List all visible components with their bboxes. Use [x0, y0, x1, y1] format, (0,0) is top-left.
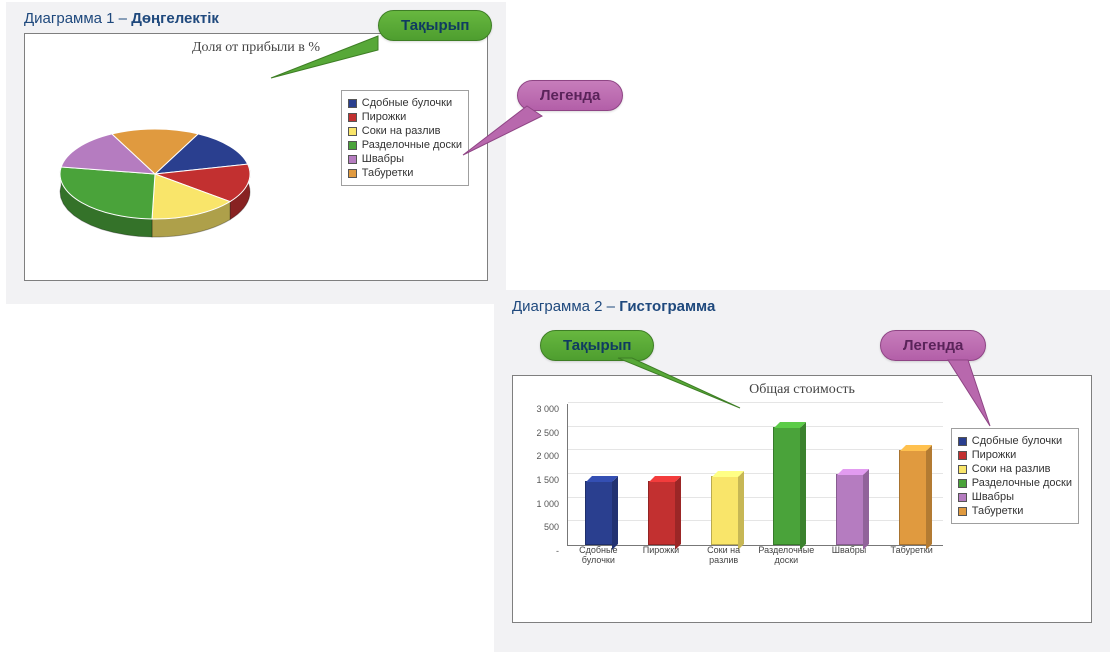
x-label: Разделочные доски — [756, 546, 816, 566]
y-tick: 3 000 — [536, 404, 559, 414]
legend-label: Швабры — [362, 153, 404, 165]
callout-legenda-1-label: Легенда — [517, 80, 623, 111]
bar — [773, 427, 801, 545]
legend-label: Разделочные доски — [362, 139, 462, 151]
bar — [836, 474, 864, 545]
legend-item: Табуретки — [958, 505, 1072, 517]
grid-line — [568, 473, 943, 474]
pie-chart — [45, 94, 265, 264]
legend-label: Швабры — [972, 491, 1014, 503]
panel2-title: Диаграмма 2 – Гистограмма — [494, 290, 1110, 321]
legend-swatch — [348, 141, 357, 150]
legend-swatch — [348, 99, 357, 108]
y-tick: 1 500 — [536, 475, 559, 485]
x-label: Сдобные булочки — [568, 546, 628, 566]
legend-label: Сдобные булочки — [362, 97, 452, 109]
x-label: Табуретки — [882, 546, 942, 556]
legend-swatch — [348, 127, 357, 136]
panel2-title-bold: Гистограмма — [619, 298, 715, 315]
panel1-title-bold: Дөңгелектік — [131, 10, 219, 27]
grid-line — [568, 497, 943, 498]
bar-plot — [567, 404, 943, 546]
legend-item: Пирожки — [348, 111, 462, 123]
grid-line — [568, 426, 943, 427]
legend-label: Пирожки — [972, 449, 1016, 461]
legend-label: Табуретки — [972, 505, 1024, 517]
legend-swatch — [958, 437, 967, 446]
legend-swatch — [348, 113, 357, 122]
legend-swatch — [958, 465, 967, 474]
legend-label: Табуретки — [362, 167, 414, 179]
y-tick: 500 — [544, 522, 559, 532]
legend-item: Разделочные доски — [958, 477, 1072, 489]
panel2-title-prefix: Диаграмма 2 – — [512, 298, 619, 315]
bar — [585, 481, 613, 545]
legend-item: Табуретки — [348, 167, 462, 179]
bar-yaxis: -5001 0001 5002 0002 5003 000 — [523, 404, 563, 546]
y-tick: 1 000 — [536, 499, 559, 509]
legend-swatch — [348, 155, 357, 164]
legend-label: Соки на разлив — [972, 463, 1051, 475]
legend-item: Сдобные булочки — [348, 97, 462, 109]
bar-chart-title: Общая стоимость — [513, 376, 1091, 400]
y-tick: - — [556, 546, 559, 556]
legend-item: Соки на разлив — [958, 463, 1072, 475]
legend-label: Разделочные доски — [972, 477, 1072, 489]
legend-swatch — [958, 451, 967, 460]
bar-chart-box: Общая стоимость - 500 1 000 1 500 2 000 2 500… — [512, 375, 1092, 623]
legend-item: Соки на разлив — [348, 125, 462, 137]
bar-xlabels: Сдобные булочкиПирожкиСоки на разливРазд… — [567, 546, 943, 574]
legend-label: Пирожки — [362, 111, 406, 123]
legend-item: Разделочные доски — [348, 139, 462, 151]
grid-line — [568, 520, 943, 521]
pie-chart-title: Доля от прибыли в % — [25, 34, 487, 58]
legend-item: Швабры — [348, 153, 462, 165]
bar-area: - 500 1 000 1 500 2 000 2 500 3 000 Сдобные бу… — [523, 404, 943, 574]
legend-label: Сдобные булочки — [972, 435, 1062, 447]
y-tick: 2 500 — [536, 428, 559, 438]
y-tick: 2 000 — [536, 451, 559, 461]
legend-swatch — [958, 493, 967, 502]
legend-swatch — [958, 479, 967, 488]
legend-item: Швабры — [958, 491, 1072, 503]
x-label: Пирожки — [631, 546, 691, 556]
panel1-title: Диаграмма 1 – Дөңгелектік — [6, 2, 506, 33]
x-label: Швабры — [819, 546, 879, 556]
legend-item: Сдобные булочки — [958, 435, 1072, 447]
panel1-title-prefix: Диаграмма 1 – — [24, 10, 131, 27]
bar — [711, 476, 739, 545]
legend-swatch — [348, 169, 357, 178]
callout-legenda-1: Легенда — [517, 80, 623, 111]
panel-pie: Диаграмма 1 – Дөңгелектік Доля от прибыл… — [6, 2, 506, 304]
bar — [648, 481, 676, 545]
x-label: Соки на разлив — [694, 546, 754, 566]
bar — [899, 450, 927, 545]
pie-chart-box: Доля от прибыли в % Сдобные булочки Пирож… — [24, 33, 488, 281]
grid-line — [568, 402, 943, 403]
pie-legend: Сдобные булочки Пирожки Соки на разлив Разд… — [341, 90, 469, 186]
legend-swatch — [958, 507, 967, 516]
legend-label: Соки на разлив — [362, 125, 441, 137]
bar-legend: Сдобные булочки Пирожки Соки на разлив Разд… — [951, 428, 1079, 524]
panel-bar: Диаграмма 2 – Гистограмма Общая стоимост… — [494, 290, 1110, 652]
legend-item: Пирожки — [958, 449, 1072, 461]
grid-line — [568, 449, 943, 450]
